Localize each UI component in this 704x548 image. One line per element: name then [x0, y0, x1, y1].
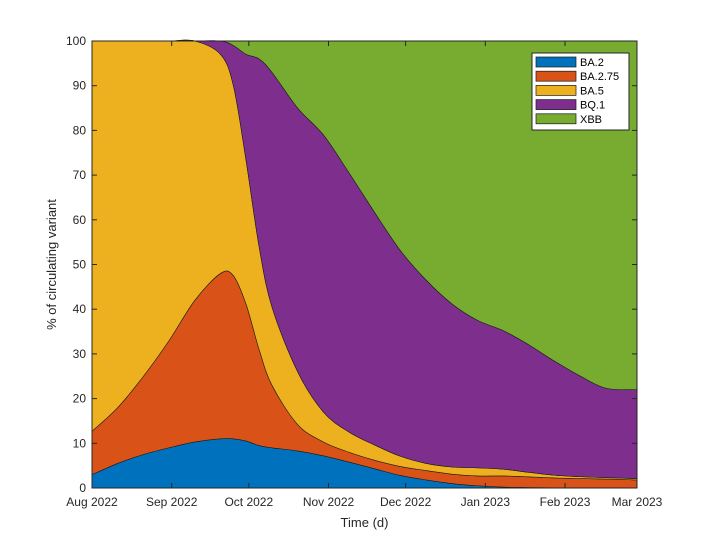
legend-swatch-ba-5 — [535, 85, 577, 96]
legend-swatch-bq-1 — [535, 99, 577, 110]
legend-label-xbb: XBB — [580, 114, 602, 126]
x-tick-label: Feb 2023 — [540, 495, 591, 509]
y-tick-label: 40 — [73, 302, 87, 316]
legend-label-ba-2-75: BA.2.75 — [580, 71, 619, 83]
legend-swatch-ba-2-75 — [535, 70, 577, 82]
area-layers — [91, 39, 638, 489]
legend-swatch-ba-2 — [535, 56, 577, 68]
y-tick-label: 80 — [73, 123, 87, 137]
y-tick-label: 50 — [73, 258, 87, 272]
x-axis: Aug 2022 Sep 2022 Oct 2022 Nov 2022 Dec 2022… — [66, 41, 663, 509]
y-tick-label: 70 — [73, 168, 87, 182]
y-tick-label: 90 — [73, 79, 87, 93]
legend-label-ba-5: BA.5 — [580, 85, 604, 97]
legend-label-ba-2: BA.2 — [580, 57, 604, 69]
y-tick-label: 60 — [73, 213, 87, 227]
y-axis-label: % of circulating variant — [44, 199, 59, 330]
legend-swatch-xbb — [535, 113, 577, 125]
legend: BA.2 BA.2.75 BA.5 BQ.1 XBB — [531, 52, 630, 131]
x-tick-label: Dec 2022 — [380, 495, 432, 509]
x-tick-label: Nov 2022 — [303, 495, 355, 509]
x-tick-label: Aug 2022 — [66, 495, 118, 509]
x-tick-label: Oct 2022 — [224, 495, 273, 509]
y-tick-label: 20 — [73, 392, 87, 406]
y-tick-label: 30 — [73, 347, 87, 361]
y-tick-label: 0 — [79, 481, 86, 495]
legend-label-bq-1: BQ.1 — [580, 100, 605, 112]
y-tick-label: 10 — [73, 436, 87, 450]
y-tick-label: 100 — [66, 34, 86, 48]
x-tick-label: Mar 2023 — [612, 495, 663, 509]
x-tick-label: Jan 2023 — [461, 495, 511, 509]
y-axis: 0 10 20 30 40 50 60 70 80 90 100 — [66, 34, 637, 495]
x-tick-label: Sep 2022 — [146, 495, 198, 509]
x-axis-label: Time (d) — [341, 515, 389, 530]
